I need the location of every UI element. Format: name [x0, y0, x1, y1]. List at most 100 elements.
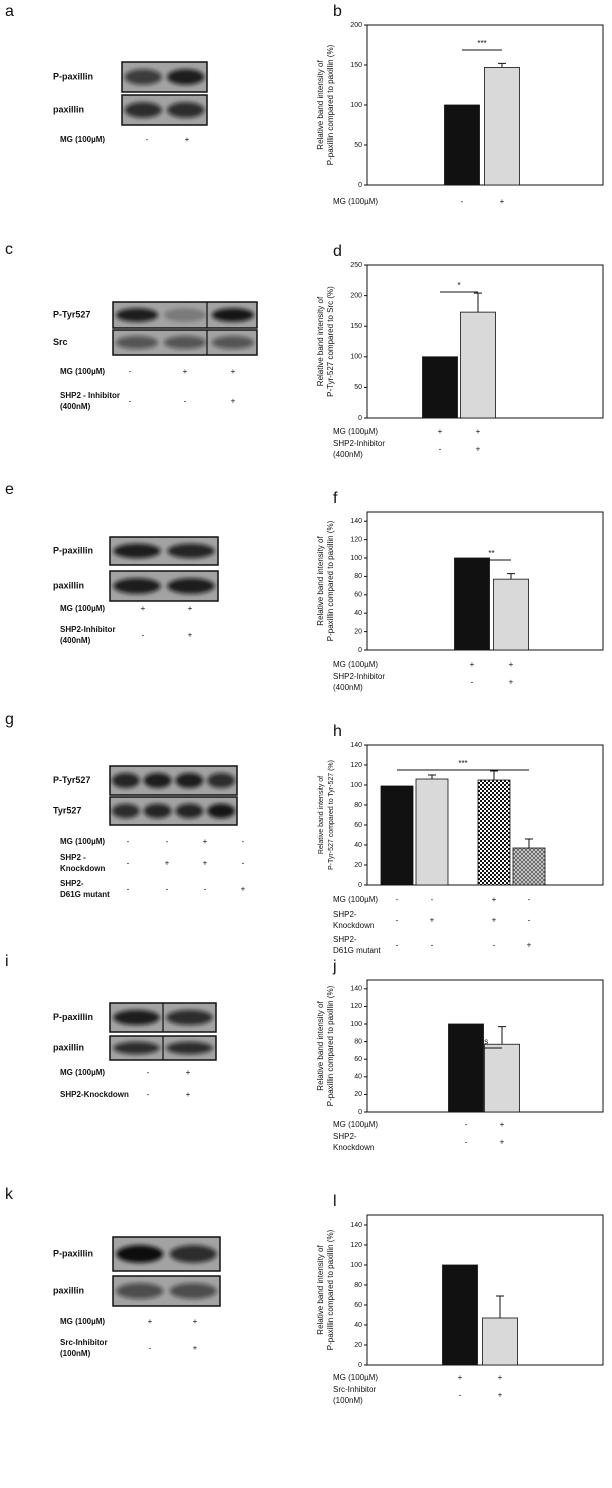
condition-label: MG (100µM)	[60, 837, 105, 846]
error-bar	[498, 62, 506, 68]
condition-label: MG (100µM)	[60, 135, 105, 144]
bar	[454, 557, 490, 651]
blot-band	[167, 102, 205, 118]
y-axis-label: P-Tyr-527 compared to Tyr-527 (%)	[328, 760, 335, 870]
y-tick-label: 100	[350, 1262, 362, 1269]
panel-letter: f	[333, 490, 338, 507]
y-tick-label: 50	[354, 384, 362, 391]
bar	[422, 356, 458, 419]
condition-symbol: -	[129, 367, 132, 376]
condition-label: (100nM)	[60, 1349, 91, 1358]
blot-row-label: P-paxillin	[53, 545, 93, 555]
y-tick-label: 0	[358, 415, 362, 422]
condition-symbol: -	[142, 631, 145, 640]
error-bar	[498, 1026, 506, 1045]
y-tick-label: 20	[354, 1342, 362, 1349]
condition-symbol: +	[183, 367, 188, 376]
significance-label: **	[488, 549, 494, 558]
y-tick-label: 80	[354, 1038, 362, 1045]
y-tick-label: 100	[350, 555, 362, 562]
condition-symbol: -	[461, 197, 464, 206]
y-tick-label: 40	[354, 610, 362, 617]
condition-symbol: +	[476, 427, 481, 436]
condition-symbol: +	[193, 1317, 198, 1326]
panel-letter: k	[5, 1186, 14, 1203]
significance-label: ns	[480, 1037, 488, 1046]
blot-band	[167, 543, 215, 559]
blot-row-label: paxillin	[53, 1042, 84, 1052]
condition-symbol: +	[186, 1090, 191, 1099]
condition-label: MG (100µM)	[60, 604, 105, 613]
condition-symbol: +	[188, 631, 193, 640]
condition-symbol: -	[396, 916, 399, 925]
blot-band	[124, 102, 162, 118]
blot-band	[167, 578, 215, 594]
panel-letter: c	[5, 241, 13, 258]
error-bar	[507, 573, 515, 580]
panel-letter: j	[332, 958, 337, 975]
blot-band	[211, 308, 255, 322]
blot-band	[166, 1009, 213, 1026]
y-axis-label: Relative band intensity of	[318, 776, 325, 854]
condition-symbol: -	[528, 895, 531, 904]
blot-row-label: Tyr527	[53, 805, 81, 815]
blot-band	[113, 578, 161, 594]
condition-symbol: -	[147, 1090, 150, 1099]
condition-label: SHP2 -	[60, 853, 86, 862]
condition-label: SHP2-	[333, 1132, 357, 1141]
condition-symbol: +	[498, 1391, 503, 1400]
y-axis-label: P-paxillin compared to paxillin (%)	[326, 520, 335, 641]
y-tick-label: 120	[350, 536, 362, 543]
condition-symbol: +	[193, 1344, 198, 1353]
condition-label: MG (100µM)	[333, 1373, 378, 1382]
condition-symbol: -	[146, 135, 149, 144]
blot-band	[166, 1041, 213, 1055]
condition-label: SHP2-	[333, 935, 357, 944]
y-tick-label: 250	[350, 262, 362, 269]
y-tick-label: 80	[354, 1282, 362, 1289]
condition-symbol: +	[188, 604, 193, 613]
condition-symbol: -	[396, 941, 399, 950]
blot-band	[113, 543, 161, 559]
y-tick-label: 120	[350, 1003, 362, 1010]
condition-symbol: +	[231, 397, 236, 406]
condition-label: Knockdown	[333, 921, 374, 930]
condition-label: MG (100µM)	[60, 367, 105, 376]
condition-symbol: +	[141, 604, 146, 613]
condition-symbol: -	[129, 397, 132, 406]
condition-label: (400nM)	[60, 636, 91, 645]
y-tick-label: 20	[354, 862, 362, 869]
condition-label: Src-Inhibitor	[60, 1338, 108, 1347]
y-tick-label: 150	[350, 323, 362, 330]
blot-band	[167, 69, 205, 85]
condition-symbol: -	[127, 837, 130, 846]
y-tick-label: 140	[350, 1222, 362, 1229]
condition-symbol: +	[509, 660, 514, 669]
condition-label: MG (100µM)	[333, 660, 378, 669]
panel-letter: d	[333, 243, 342, 260]
condition-symbol: -	[493, 941, 496, 950]
condition-symbol: +	[492, 895, 497, 904]
y-tick-label: 60	[354, 1056, 362, 1063]
blot-band	[111, 772, 140, 789]
y-axis-label: Relative band intensity of	[316, 60, 325, 150]
blot-band	[111, 803, 140, 819]
y-tick-label: 120	[350, 1242, 362, 1249]
y-tick-label: 60	[354, 592, 362, 599]
blot-band	[143, 803, 172, 819]
condition-label: Src-Inhibitor	[333, 1385, 376, 1394]
condition-symbol: -	[431, 941, 434, 950]
blot-row-label: P-paxillin	[53, 1248, 93, 1258]
condition-symbol: -	[465, 1138, 468, 1147]
y-axis-label: P-Tyr-527 compared to Src (%)	[326, 286, 335, 397]
y-tick-label: 0	[358, 882, 362, 889]
condition-symbol: -	[147, 1068, 150, 1077]
condition-label: D61G mutant	[60, 890, 110, 899]
y-tick-label: 100	[350, 102, 362, 109]
bar	[484, 67, 520, 186]
condition-label: SHP2-	[333, 910, 357, 919]
condition-label: (100nM)	[333, 1396, 363, 1405]
bar	[460, 311, 496, 419]
blot-band	[207, 803, 236, 819]
